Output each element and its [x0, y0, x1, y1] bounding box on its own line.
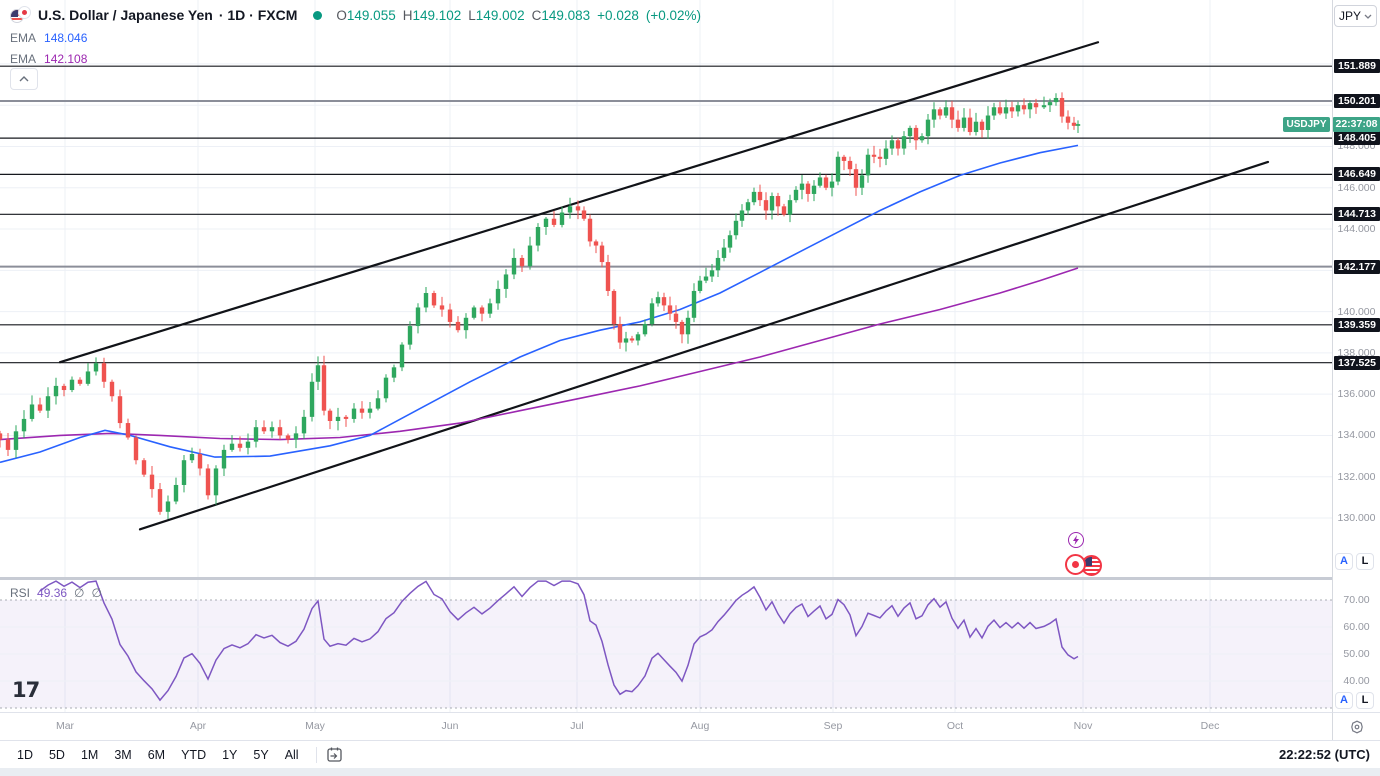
price-axis-tick: 134.000 — [1337, 429, 1376, 442]
price-level-label[interactable]: 146.649 — [1334, 167, 1380, 182]
time-axis[interactable]: Mar Apr May Jun Jul Aug Sep Oct Nov Dec — [0, 712, 1332, 740]
chevron-down-icon — [1364, 14, 1372, 19]
time-axis-month-label: Aug — [690, 720, 710, 732]
time-axis-month-label: May — [305, 720, 325, 732]
open-value: 149.055 — [346, 7, 396, 23]
toolbar-divider — [315, 746, 317, 763]
auto-scale-button[interactable]: A — [1335, 553, 1353, 570]
rsi-label: RSI — [10, 586, 31, 600]
symbol-title[interactable]: U.S. Dollar / Japanese Yen — [38, 7, 213, 23]
price-axis[interactable]: 148.000 146.000 144.000 140.000 138.000 136.0… — [1332, 0, 1380, 712]
symbol-price-tag: USDJPY — [1283, 117, 1330, 132]
price-axis-tick: 132.000 — [1337, 470, 1376, 483]
bar-countdown-label: 22:37:08 — [1333, 117, 1380, 132]
ema-slow-label: EMA — [10, 52, 37, 66]
ema-fast-legend[interactable]: EMA 148.046 — [10, 31, 87, 45]
rsi-pane-scale-buttons: A L — [1335, 692, 1374, 709]
range-button-1m[interactable]: 1M — [80, 747, 99, 762]
price-level-label[interactable]: 151.889 — [1334, 59, 1380, 74]
ema-slow-legend[interactable]: EMA 142.108 — [10, 52, 87, 66]
time-axis-month-label: Jul — [570, 720, 584, 732]
pane-divider[interactable] — [0, 577, 1332, 580]
collapse-pane-button[interactable] — [10, 68, 38, 90]
rsi-axis-tick: 50.00 — [1343, 648, 1370, 660]
range-button-5y[interactable]: 5Y — [253, 747, 269, 762]
range-button-ytd[interactable]: YTD — [181, 747, 207, 762]
rsi-value: 49.36 — [37, 586, 68, 600]
symbol-flag-icon — [10, 6, 32, 24]
event-japan-flag-icon[interactable] — [1065, 554, 1086, 575]
gear-icon — [1350, 720, 1363, 733]
utc-clock[interactable]: 22:22:52 (UTC) — [1278, 747, 1370, 762]
rsi-axis-tick: 70.00 — [1343, 594, 1370, 606]
rsi-legend[interactable]: RSI 49.36 ∅ ∅ — [10, 586, 102, 600]
price-level-label[interactable]: 137.525 — [1334, 355, 1380, 370]
rsi-indicator-pane[interactable] — [0, 580, 1332, 712]
rsi-auto-scale-button[interactable]: A — [1335, 692, 1353, 709]
range-buttons: 1D 5D 1M 3M 6M YTD 1Y 5Y All — [10, 746, 308, 764]
rsi-axis-tick: 40.00 — [1343, 675, 1370, 687]
price-axis-tick: 130.000 — [1337, 512, 1376, 524]
ema-slow-value: 142.108 — [44, 52, 88, 66]
price-level-label[interactable]: 142.177 — [1334, 259, 1380, 274]
ohlc-values: O149.055 H149.102 L149.002 C149.083 +0.0… — [336, 7, 701, 23]
candlestick-chart — [0, 0, 1332, 578]
main-pane-scale-buttons: A L — [1335, 553, 1374, 570]
time-axis-month-label: Dec — [1200, 720, 1220, 732]
price-axis-tick: 146.000 — [1337, 181, 1376, 194]
time-axis-month-label: Jun — [441, 720, 459, 732]
symbol-header: U.S. Dollar / Japanese Yen · 1D · FXCM O… — [10, 6, 701, 24]
range-button-5d[interactable]: 5D — [48, 747, 65, 762]
event-us-flag-icon[interactable] — [1081, 555, 1102, 576]
go-to-date-icon[interactable] — [325, 745, 344, 764]
tradingview-logo[interactable]: 17 — [12, 678, 40, 702]
bottom-strip — [0, 768, 1380, 776]
price-axis-tick: 140.000 — [1337, 305, 1376, 318]
log-scale-button[interactable]: L — [1356, 553, 1374, 570]
price-axis-tick: 144.000 — [1337, 223, 1376, 236]
ema-fast-label: EMA — [10, 31, 37, 45]
price-level-label[interactable]: 139.359 — [1334, 317, 1380, 332]
price-level-label[interactable]: 150.201 — [1334, 94, 1380, 109]
change-value: +0.028 — [597, 7, 639, 23]
price-level-label[interactable]: 144.713 — [1334, 207, 1380, 222]
time-axis-month-label: Mar — [55, 720, 75, 732]
time-axis-month-label: Nov — [1073, 720, 1093, 732]
range-button-1y[interactable]: 1Y — [222, 747, 238, 762]
price-level-label[interactable]: 148.405 — [1334, 131, 1380, 146]
ema-fast-value: 148.046 — [44, 31, 88, 45]
high-value: 149.102 — [412, 7, 462, 23]
close-value: 149.083 — [541, 7, 591, 23]
low-value: 149.002 — [475, 7, 525, 23]
rsi-empty-plot-2: ∅ — [91, 586, 102, 600]
time-axis-month-label: Apr — [189, 720, 207, 732]
rsi-chart — [0, 580, 1332, 712]
time-axis-month-label: Oct — [946, 720, 964, 732]
rsi-empty-plot-1: ∅ — [74, 586, 85, 600]
currency-dropdown[interactable]: JPY — [1334, 5, 1377, 27]
event-lightning-icon[interactable] — [1068, 532, 1084, 548]
bottom-toolbar: 1D 5D 1M 3M 6M YTD 1Y 5Y All 22:22:52 (UTC) — [0, 740, 1380, 768]
price-chart-pane[interactable] — [0, 0, 1332, 578]
price-axis-tick: 136.000 — [1337, 388, 1376, 401]
rsi-log-scale-button[interactable]: L — [1356, 692, 1374, 709]
symbol-meta[interactable]: · 1D · FXCM — [218, 7, 298, 23]
rsi-axis-tick: 60.00 — [1343, 621, 1370, 633]
lightning-bolt-icon — [1073, 535, 1079, 545]
currency-label: JPY — [1338, 9, 1361, 23]
range-button-6m[interactable]: 6M — [147, 747, 166, 762]
axis-settings-corner[interactable] — [1332, 712, 1380, 740]
chevron-up-icon — [19, 76, 29, 82]
market-status-icon[interactable] — [313, 10, 323, 20]
range-button-3m[interactable]: 3M — [114, 747, 132, 762]
time-axis-month-label: Sep — [823, 720, 843, 732]
range-button-1d[interactable]: 1D — [17, 747, 33, 762]
range-button-all[interactable]: All — [284, 747, 299, 762]
change-percent: (+0.02%) — [645, 7, 701, 23]
